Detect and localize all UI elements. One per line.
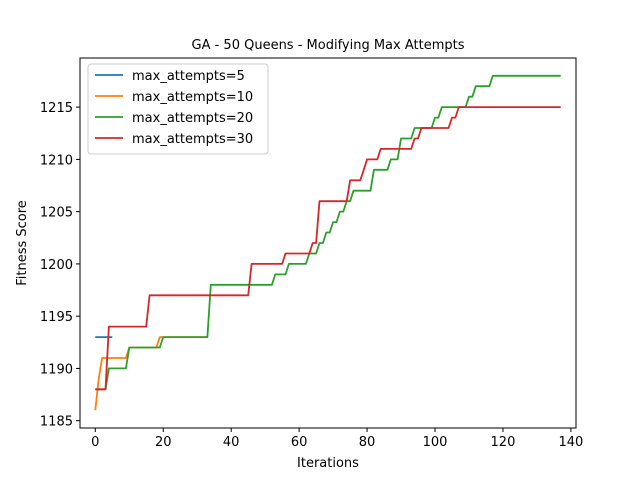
x-tick-label: 80 — [359, 435, 376, 450]
x-tick-label: 40 — [223, 435, 240, 450]
chart-title: GA - 50 Queens - Modifying Max Attempts — [192, 38, 465, 53]
legend-label-2: max_attempts=10 — [132, 90, 253, 105]
legend-label-3: max_attempts=20 — [132, 111, 253, 126]
series-line-3 — [95, 74, 561, 391]
y-axis: 1185 1190 1195 1200 1205 1210 1215 — [40, 101, 80, 430]
y-tick-label: 1185 — [40, 415, 73, 430]
legend-box — [87, 63, 269, 155]
legend-label-1: max_attempts=5 — [132, 69, 245, 84]
y-tick-label: 1200 — [40, 258, 73, 273]
x-tick-label: 140 — [558, 435, 583, 450]
y-tick-label: 1190 — [40, 362, 73, 377]
x-tick-label: 0 — [91, 435, 99, 450]
y-tick-label: 1215 — [40, 101, 73, 116]
y-tick-label: 1210 — [40, 153, 73, 168]
x-tick-label: 20 — [155, 435, 172, 450]
y-tick-label: 1205 — [40, 206, 73, 221]
x-axis: 0 20 40 60 80 100 120 140 — [91, 428, 583, 450]
legend-label-4: max_attempts=30 — [132, 132, 253, 147]
series-line-4 — [95, 106, 561, 391]
legend: max_attempts=5 max_attempts=10 max_attempt… — [87, 63, 269, 155]
y-axis-title: Fitness Score — [15, 200, 30, 286]
y-tick-label: 1195 — [40, 310, 73, 325]
plot-area — [94, 74, 561, 411]
x-axis-title: Iterations — [297, 456, 359, 471]
axes-frame — [79, 57, 577, 429]
x-tick-label: 120 — [491, 435, 516, 450]
x-tick-label: 60 — [291, 435, 308, 450]
x-tick-label: 100 — [423, 435, 448, 450]
